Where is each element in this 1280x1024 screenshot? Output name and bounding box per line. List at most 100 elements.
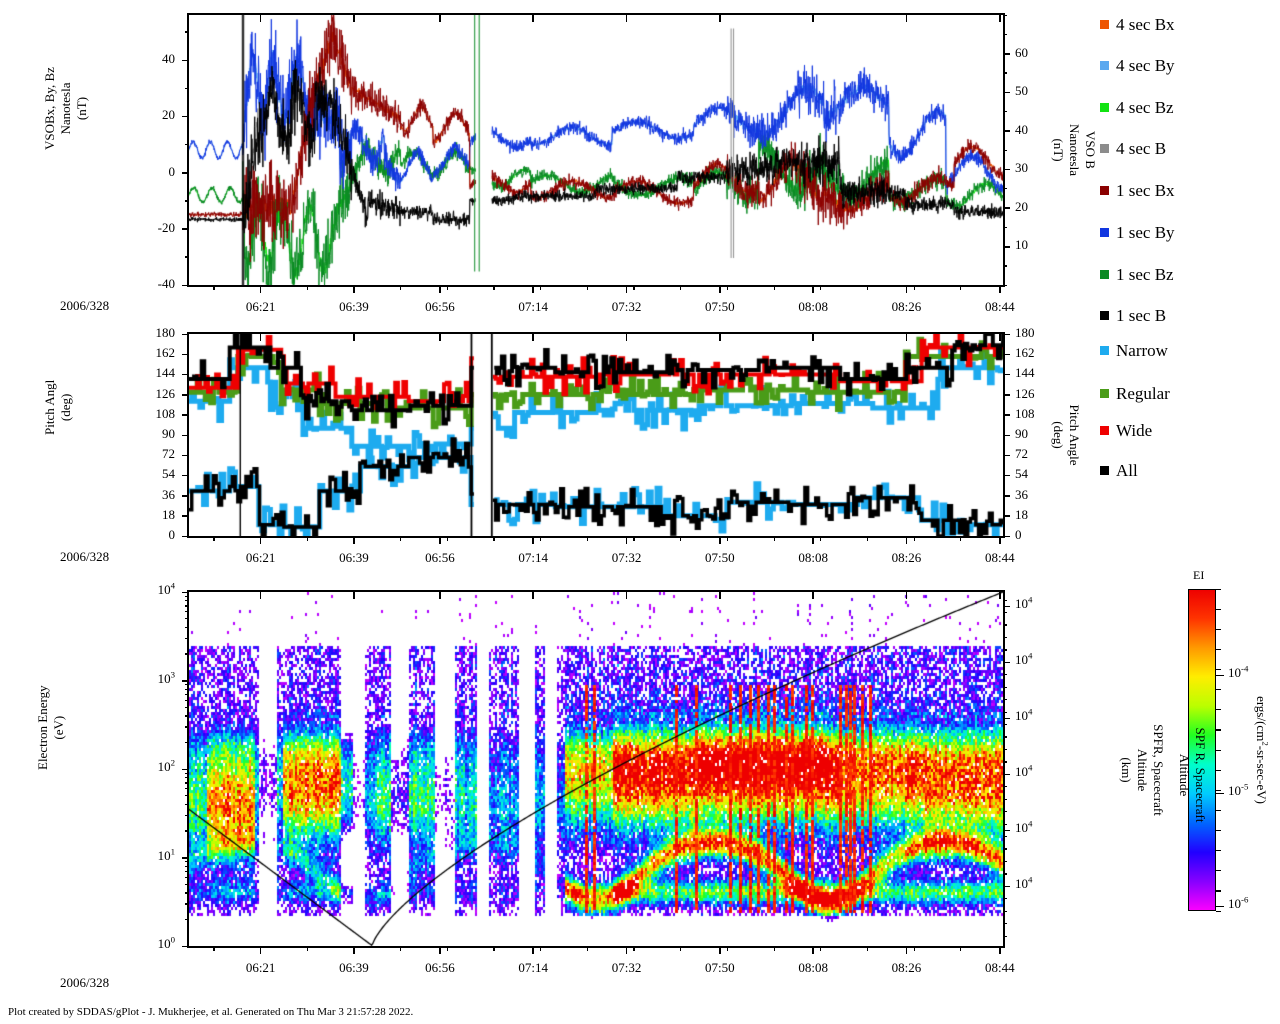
legend-label: 1 sec Bz — [1116, 265, 1174, 284]
xtick-label: 06:56 — [425, 960, 455, 975]
xtick-label: 07:32 — [611, 550, 642, 565]
panel1-ytick-left: 20 — [162, 107, 175, 123]
tick-mark — [182, 228, 189, 230]
tick-mark — [1003, 91, 1010, 94]
colorbar-title: EI — [1193, 568, 1205, 582]
tick-mark — [1003, 823, 1007, 825]
panel2-ytick-left: 162 — [155, 345, 176, 361]
tick-mark — [812, 536, 814, 544]
tick-mark — [185, 861, 189, 863]
legend-item-1-sec-bx[interactable]: 1 sec Bx — [1100, 182, 1175, 199]
legend-item-regular[interactable]: Regular — [1100, 385, 1170, 402]
xtick-label: 07:32 — [611, 299, 642, 314]
tick-mark — [439, 536, 441, 544]
xtick-label: 08:44 — [985, 550, 1015, 565]
tick-mark — [182, 333, 189, 336]
tick-mark — [185, 803, 189, 805]
tick-mark — [1003, 284, 1007, 286]
legend-item-4-sec-bz[interactable]: 4 sec Bz — [1100, 99, 1174, 116]
panel2-ytick-right: 144 — [1015, 365, 1035, 381]
tick-mark — [1003, 736, 1007, 738]
tick-mark — [185, 741, 189, 744]
tick-mark — [1216, 870, 1221, 872]
legend-swatch-icon — [1100, 103, 1109, 112]
tick-mark — [820, 285, 822, 290]
tick-mark — [439, 946, 441, 954]
tick-mark — [185, 777, 189, 779]
tick-mark — [532, 536, 534, 544]
tick-mark — [532, 592, 534, 599]
legend-item-1-sec-bz[interactable]: 1 sec Bz — [1100, 266, 1174, 283]
tick-mark — [1216, 674, 1224, 677]
panel2-ytick-left: 54 — [162, 466, 175, 482]
xtick-label: 07:50 — [704, 550, 735, 565]
tick-mark — [913, 946, 915, 951]
tick-mark — [259, 592, 262, 599]
panel2-ytick-left: 0 — [168, 527, 176, 542]
tick-mark — [719, 536, 721, 544]
tick-mark — [773, 946, 775, 951]
xtick-label: 06:39 — [339, 550, 369, 565]
tick-mark — [1003, 474, 1010, 477]
tick-mark — [812, 15, 814, 22]
tick-mark — [185, 256, 189, 258]
tick-mark — [540, 946, 542, 951]
tick-mark — [586, 946, 588, 951]
panel3-ylabel-right: SPFR, Spacecraft Altitude (km) — [1070, 724, 1166, 862]
legend-swatch-icon — [1100, 346, 1109, 355]
legend-item-4-sec-bx[interactable]: 4 sec Bx — [1100, 16, 1175, 33]
tick-mark — [719, 946, 721, 954]
legend-item-4-sec-b[interactable]: 4 sec B — [1100, 140, 1166, 157]
tick-mark — [1003, 661, 1007, 664]
xtick-label: 08:26 — [891, 550, 922, 565]
tick-mark — [1003, 599, 1007, 601]
tick-mark — [306, 536, 308, 541]
legend-swatch-icon — [1100, 20, 1109, 29]
tick-mark — [1003, 394, 1010, 396]
tick-mark — [185, 600, 189, 602]
legend-item-4-sec-by[interactable]: 4 sec By — [1100, 57, 1175, 74]
tick-mark — [185, 87, 189, 90]
tick-mark — [213, 536, 215, 541]
tick-mark — [260, 536, 262, 541]
tick-mark — [726, 285, 729, 290]
legend-item-all[interactable]: All — [1100, 462, 1138, 479]
legend-item-wide[interactable]: Wide — [1100, 422, 1152, 439]
tick-mark — [185, 788, 189, 790]
panel1-ylabel-right-line2: Nanotesla — [1067, 124, 1082, 176]
panel3-ytick-right: 104 — [1015, 762, 1033, 780]
legend-swatch-icon — [1100, 426, 1109, 435]
panel2-ytick-left: 180 — [155, 325, 176, 340]
xtick-label: 08:08 — [798, 960, 828, 975]
tick-mark — [185, 143, 189, 146]
legend-swatch-icon — [1100, 466, 1109, 475]
tick-mark — [259, 15, 262, 22]
panel1-ytick-right: 10 — [1015, 237, 1028, 253]
colorbar-tick-label: 10-5 — [1228, 781, 1249, 799]
tick-mark — [680, 285, 682, 290]
tick-mark — [182, 394, 189, 396]
tick-mark — [185, 637, 189, 640]
legend-label: 1 sec Bx — [1116, 181, 1175, 200]
panel1-ytick-right: 50 — [1015, 83, 1028, 99]
tick-mark — [1216, 809, 1221, 812]
tick-mark — [1003, 798, 1007, 800]
tick-mark — [182, 535, 189, 538]
legend-label: Wide — [1116, 421, 1153, 440]
tick-mark — [586, 285, 588, 290]
tick-mark — [633, 946, 635, 951]
tick-mark — [1216, 850, 1221, 852]
legend-item-1-sec-b[interactable]: 1 sec B — [1100, 307, 1166, 324]
tick-mark — [1003, 373, 1010, 376]
xtick-label: 06:56 — [425, 550, 455, 565]
tick-mark — [182, 115, 189, 118]
legend-item-1-sec-by[interactable]: 1 sec By — [1100, 224, 1175, 241]
colorbar-unit-text: ergs/(cm2-sr-sec-eV) — [1254, 696, 1271, 804]
tick-mark — [532, 946, 534, 954]
legend-item-narrow[interactable]: Narrow — [1100, 342, 1168, 359]
tick-mark — [1003, 848, 1007, 850]
footer-credit: Plot created by SDDAS/gPlot - J. Mukherj… — [8, 1006, 414, 1018]
tick-mark — [719, 334, 721, 341]
tick-mark — [185, 595, 189, 597]
tick-mark — [773, 285, 775, 290]
